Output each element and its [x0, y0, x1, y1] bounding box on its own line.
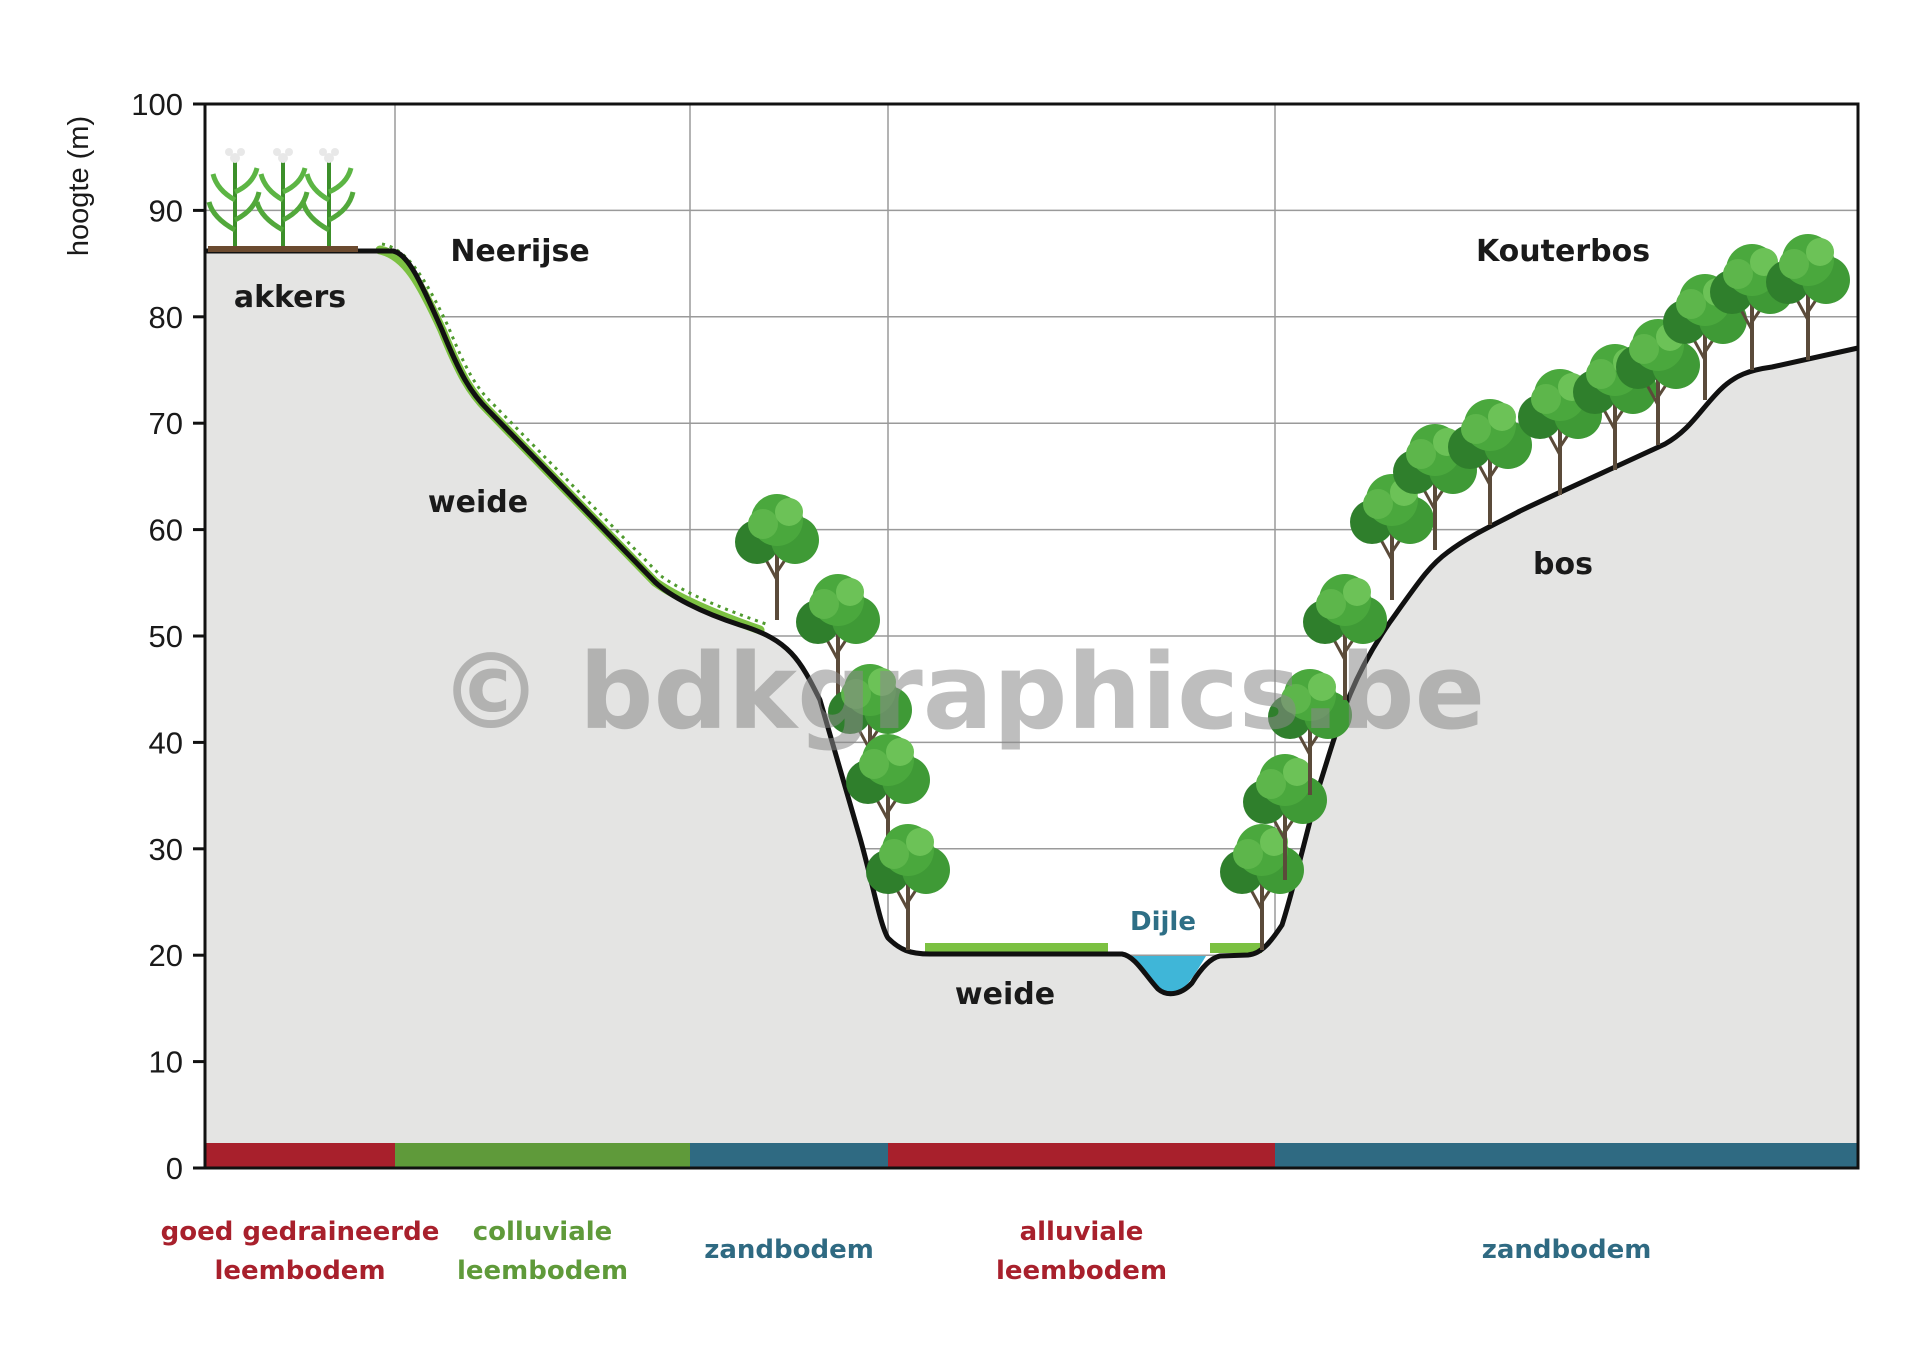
y-axis-title: hoogte (m): [63, 116, 95, 256]
label-river-dijle: Dijle: [1130, 907, 1196, 937]
watermark: © bdkgraphics.be: [439, 631, 1485, 753]
soil-bar-segment: [690, 1143, 888, 1168]
soil-label-line2: leembodem: [457, 1256, 628, 1286]
soil-label-line1: zandbodem: [704, 1235, 874, 1265]
soil-label-line1: goed gedraineerde: [161, 1217, 440, 1247]
grass-slope-dark: [381, 242, 767, 626]
y-tick-label: 90: [149, 193, 183, 228]
y-tick-label: 60: [149, 513, 183, 548]
y-tick-label: 40: [149, 725, 183, 760]
y-tick-label: 50: [149, 619, 183, 654]
terrain-outline: [205, 248, 1859, 997]
soil-bar-segment: [395, 1143, 690, 1168]
y-tick-label: 70: [149, 406, 183, 441]
y-tick-label: 10: [149, 1045, 183, 1080]
y-tick-label: 20: [149, 938, 183, 973]
river-water: [1130, 956, 1206, 994]
label-akkers: akkers: [234, 280, 346, 315]
y-axis-ticks: 0 10 20 30 40 50 60 70 80 90 100: [131, 87, 205, 1186]
soil-label-line2: leembodem: [996, 1256, 1167, 1286]
soil-label-line1: alluviale: [1020, 1217, 1144, 1247]
corn-crops: [208, 148, 358, 252]
label-bos: bos: [1533, 547, 1593, 582]
label-kouterbos: Kouterbos: [1476, 234, 1650, 269]
terrain-profile: [205, 251, 1858, 1143]
soil-label-line1: zandbodem: [1482, 1235, 1652, 1265]
y-tick-label: 30: [149, 832, 183, 867]
soil-label-line1: colluviale: [473, 1217, 613, 1247]
label-weide-valley: weide: [955, 977, 1055, 1012]
y-tick-label: 100: [131, 87, 183, 122]
y-tick-label: 0: [166, 1151, 183, 1186]
soil-bar-segment: [205, 1143, 395, 1168]
soil-bar-segment: [1275, 1143, 1858, 1168]
soil-labels: goed gedraineerde leembodem colluviale leem…: [161, 1217, 1652, 1286]
label-weide-slope: weide: [428, 485, 528, 520]
y-tick-label: 80: [149, 300, 183, 335]
soil-bars: [205, 1143, 1858, 1168]
label-neerijse: Neerijse: [450, 234, 589, 269]
soil-label-line2: leembodem: [214, 1256, 385, 1286]
soil-bar-segment: [888, 1143, 1275, 1168]
